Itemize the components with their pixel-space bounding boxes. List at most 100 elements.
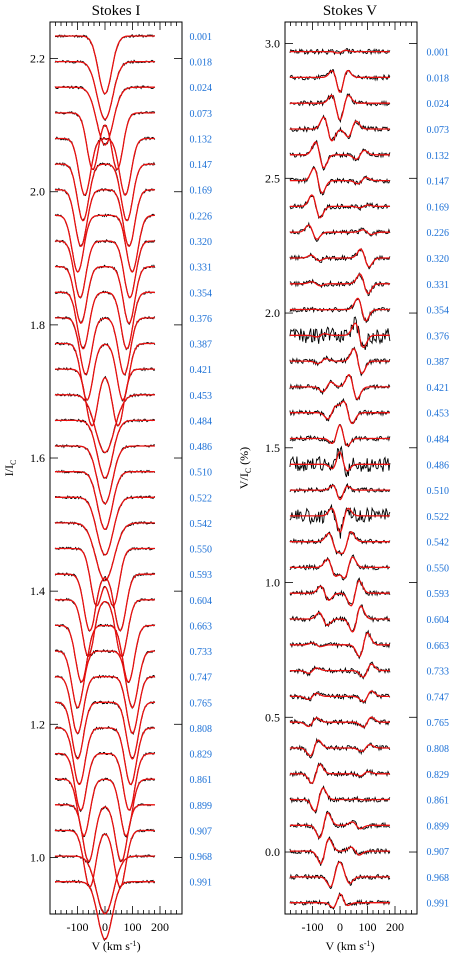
stokes-i-model-21 [55,573,155,632]
stokes-v-phase-label: 0.001 [427,48,450,59]
stokes-v-model-13 [289,374,390,400]
stokes-v-phase-label: 0.522 [427,512,450,523]
stokes-v-phase-label: 0.486 [427,460,450,471]
stokes-i-phase-label: 0.073 [190,109,213,120]
stokes-v-phase-label: 0.808 [427,744,450,755]
stokes-i-phase-label: 0.510 [190,468,213,479]
stokes-i-ytick-label: 1.6 [30,451,45,465]
stokes-i-phase-label: 0.765 [190,698,213,709]
stokes-i-model-16 [55,445,155,505]
stokes-i-observed-15 [54,418,156,479]
stokes-v-phase-label: 0.376 [427,331,450,342]
stokes-v-phase-label: 0.024 [427,99,450,110]
stokes-i-profiles: 0.001 0.018 0.024 0.073 0.132 0.147 0.169 0.226… [54,32,213,942]
stokes-v-ytick-label: 0.0 [265,845,280,859]
stokes-v-profiles: 0.001 0.018 0.024 0.073 0.132 0.147 0.169 0.226… [289,48,450,910]
stokes-v-phase-label: 0.331 [427,280,450,291]
stokes-v-xtick-label: -100 [302,920,324,934]
stokes-i-model-26 [54,701,155,760]
stokes-i-model-25 [55,676,155,734]
stokes-v-observed-3 [289,114,391,142]
stokes-v-xtick-label: 0 [337,920,343,934]
stokes-i-observed-14 [54,392,156,454]
stokes-v-phase-label: 0.147 [427,177,450,188]
stokes-v-phase-label: 0.907 [427,847,450,858]
stokes-v-phase-label: 0.593 [427,589,450,600]
stokes-v-phase-label: 0.550 [427,563,450,574]
stokes-i-phase-label: 0.991 [190,878,213,889]
stokes-i-observed-10 [54,290,155,351]
stokes-v-model-23 [289,632,390,658]
stokes-v-ytick-label: 1.5 [265,441,280,455]
stokes-i-phase-label: 0.024 [190,83,213,94]
stokes-v-model-32 [289,861,390,888]
stokes-i-phase-label: 0.486 [190,442,213,453]
stokes-i-panel: Stokes I -100 0 100 200 1.0 1.2 1.4 1.6 1.8 2.0 2.… [2,3,212,953]
stokes-v-xtick-label: 100 [359,920,377,934]
stokes-i-phase-label: 0.421 [190,365,213,376]
stokes-i-phase-label: 0.829 [190,750,213,761]
stokes-i-model-4 [55,137,155,196]
stokes-i-observed-19 [54,520,155,582]
stokes-i-xtick-label: 0 [102,920,108,934]
stokes-v-phase-label: 0.018 [427,73,450,84]
stokes-v-ytick-label: 2.5 [265,171,280,185]
stokes-i-model-15 [55,419,155,479]
stokes-i-observed-27 [54,726,156,786]
stokes-v-phase-label: 0.484 [427,434,450,445]
stokes-v-phase-label: 0.320 [427,254,450,265]
stokes-i-phase-label: 0.147 [190,160,213,171]
stokes-i-model-27 [55,727,155,786]
stokes-v-observed-15 [289,424,391,448]
stokes-v-observed-14 [289,397,391,425]
stokes-v-phase-label: 0.604 [427,615,450,626]
stokes-i-observed-8 [54,239,156,299]
stokes-i-observed-5 [54,161,156,221]
stokes-v-model-19 [289,531,390,555]
stokes-i-model-6 [55,189,155,248]
stokes-i-model-2 [55,86,155,146]
stokes-i-phase-label: 0.376 [190,314,213,325]
stokes-v-observed-16 [289,445,391,478]
stokes-v-model-1 [289,70,390,93]
stokes-i-model-0 [55,35,155,95]
stokes-i-phase-label: 0.663 [190,621,213,632]
stokes-v-phase-label: 0.991 [427,899,450,910]
stokes-i-observed-1 [54,59,156,121]
stokes-i-ytick-label: 2.2 [30,52,45,66]
stokes-i-ytick-label: 1.4 [30,584,45,598]
stokes-v-phase-label: 0.132 [427,151,450,162]
stokes-v-model-7 [289,224,390,240]
stokes-v-model-28 [289,763,390,785]
stokes-v-model-11 [289,322,390,349]
stokes-v-phase-label: 0.861 [427,796,450,807]
stokes-v-phase-label: 0.073 [427,125,450,136]
stokes-i-phase-label: 0.808 [190,724,213,735]
stokes-i-phase-label: 0.968 [190,852,213,863]
stokes-i-model-3 [55,112,155,171]
stokes-i-model-31 [55,829,155,888]
stokes-v-model-21 [289,579,390,607]
stokes-v-model-26 [289,716,390,728]
stokes-v-model-24 [289,663,390,678]
stokes-i-xtick-label: 100 [124,920,142,934]
stokes-i-model-11 [55,317,155,376]
stokes-v-model-27 [289,739,390,757]
stokes-v-phase-label: 0.733 [427,667,450,678]
stokes-v-observed-17 [289,482,391,499]
stokes-i-model-33 [55,881,155,940]
stokes-v-model-0 [289,49,390,54]
stokes-i-model-14 [55,394,155,454]
stokes-i-observed-12 [54,342,156,402]
stokes-v-ytick-label: 2.0 [265,306,280,320]
stokes-i-model-13 [55,368,155,427]
stokes-i-observed-2 [54,85,156,147]
stokes-i-observed-11 [54,315,156,376]
stokes-v-observed-31 [289,836,391,866]
stokes-i-phase-label: 0.484 [190,416,213,427]
stokes-v-observed-32 [289,860,391,890]
stokes-i-ticks: -100 0 100 200 1.0 1.2 1.4 1.6 1.8 2.0 2.2 [30,22,182,934]
stokes-v-model-30 [289,812,390,839]
stokes-v-observed-27 [289,737,391,759]
